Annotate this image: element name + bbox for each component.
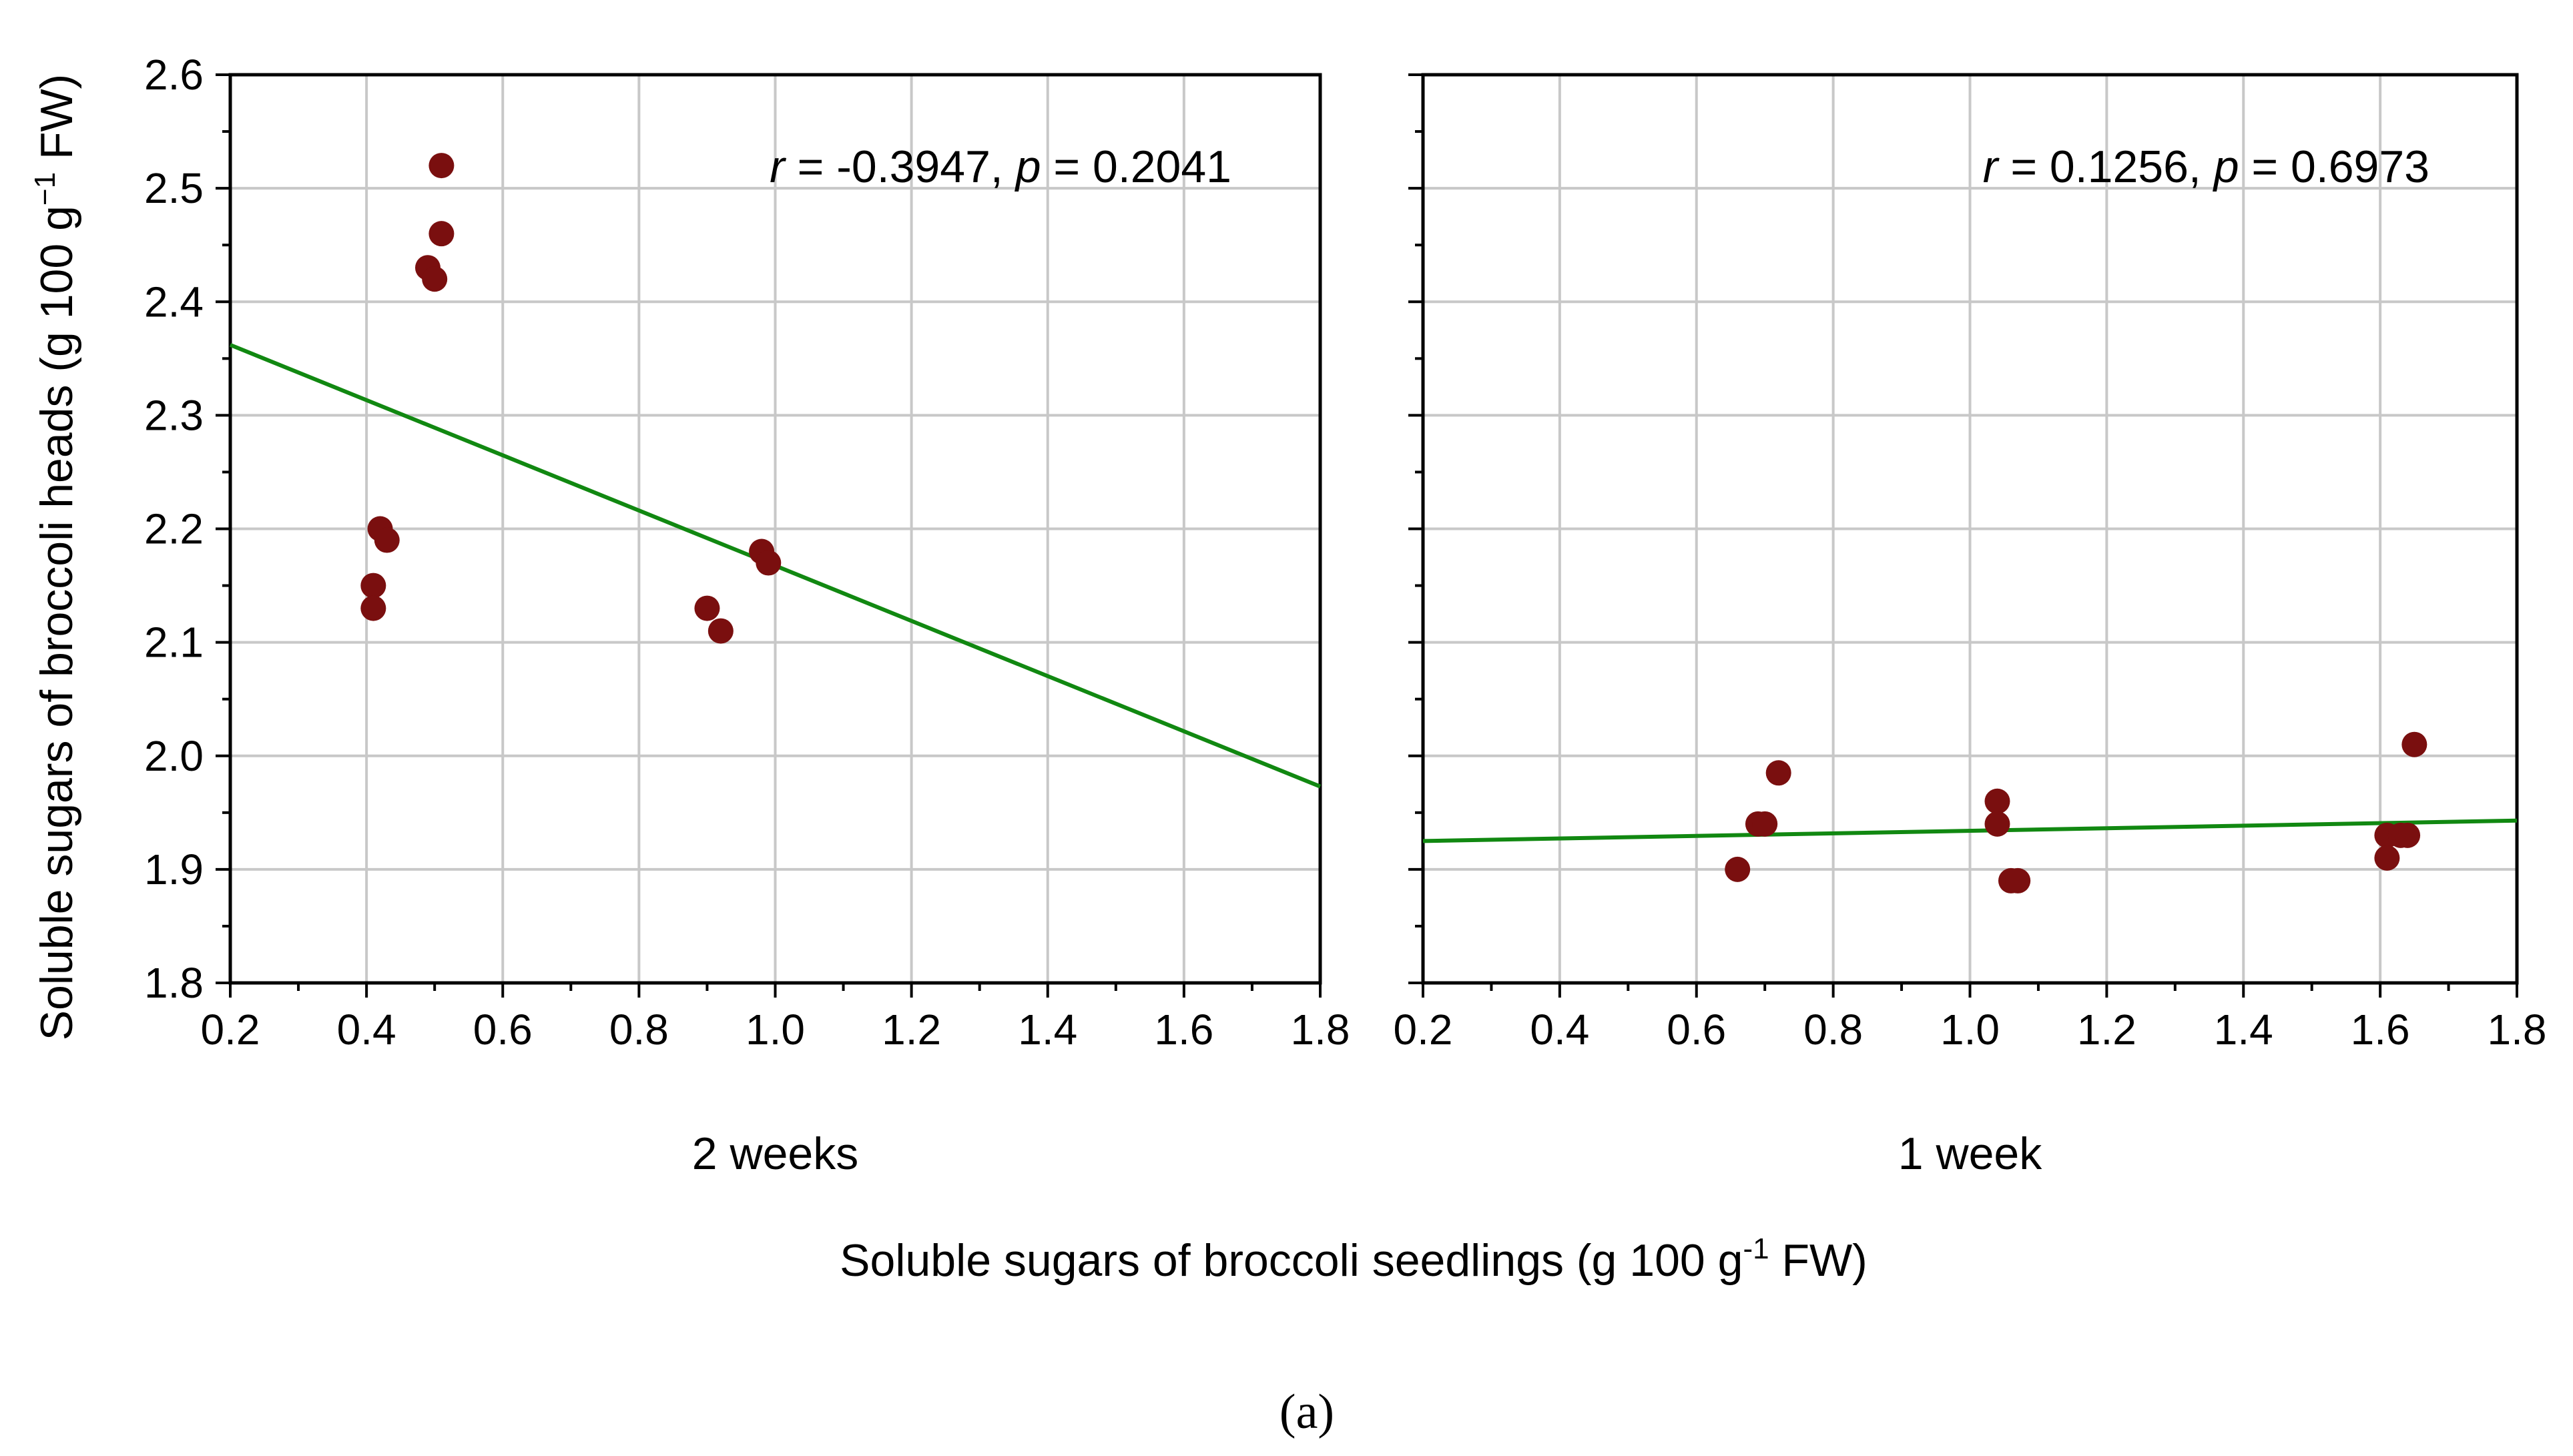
data-point <box>428 221 455 247</box>
data-point <box>2401 731 2427 757</box>
data-point <box>2374 845 2400 871</box>
y-tick-label: 1.9 <box>144 845 204 893</box>
panel-2-weeks: 0.2 0.4 0.6 0.8 1.0 1.2 1.4 1.6 1.8 1.8 1.9 2.0 2.1 2… <box>144 51 1350 1179</box>
y-tick-label: 2.1 <box>144 619 204 667</box>
panel-label: 1 week <box>1898 1128 2042 1179</box>
y-tick-label: 2.6 <box>144 51 204 99</box>
x-tick-label: 1.4 <box>1018 1006 1077 1054</box>
data-point <box>1984 788 2010 814</box>
x-tick-label: 1.2 <box>882 1006 941 1054</box>
data-point <box>360 595 386 621</box>
x-tick-label: 0.8 <box>609 1006 669 1054</box>
data-point <box>360 573 386 599</box>
x-tick-label: 0.4 <box>1530 1006 1589 1054</box>
correlation-annotation: r = 0.1256, p = 0.6973 <box>1983 141 2429 192</box>
data-point <box>707 618 734 644</box>
x-tick-label: 0.4 <box>337 1006 396 1054</box>
figure-label: (a) <box>1279 1385 1334 1439</box>
panel-1-week: 0.2 0.4 0.6 0.8 1.0 1.2 1.4 1.6 1.8 r = 0.1256, p… <box>1394 73 2547 1179</box>
y-tick-label: 2.2 <box>144 505 204 553</box>
data-point <box>1765 760 1791 786</box>
data-point <box>1752 811 1778 837</box>
data-point <box>374 527 400 553</box>
correlation-annotation: r = -0.3947, p = 0.2041 <box>770 141 1231 192</box>
data-point <box>1984 811 2010 837</box>
data-point <box>422 266 448 292</box>
x-tick-label: 1.0 <box>746 1006 805 1054</box>
regression-line <box>1422 818 2518 843</box>
data-point <box>2005 867 2031 893</box>
y-tick-label: 2.4 <box>144 278 204 326</box>
panel-label: 2 weeks <box>692 1128 858 1179</box>
x-tick-label: 1.6 <box>1154 1006 1213 1054</box>
x-tick-label: 1.6 <box>2351 1006 2410 1054</box>
y-axis-title: Soluble sugars of broccoli heads (g 100 … <box>29 74 82 1041</box>
y-tick-label: 2.0 <box>144 732 204 780</box>
y-tick-label: 2.3 <box>144 391 204 439</box>
x-tick-label: 1.4 <box>2214 1006 2273 1054</box>
y-tick-label: 1.8 <box>144 959 204 1007</box>
x-tick-label: 1.8 <box>2488 1006 2547 1054</box>
x-tick-label: 0.2 <box>201 1006 260 1054</box>
data-point <box>428 153 455 179</box>
x-tick-label: 0.2 <box>1394 1006 1453 1054</box>
x-tick-label: 0.8 <box>1803 1006 1863 1054</box>
x-axis-title: Soluble sugars of broccoli seedlings (g … <box>840 1232 1868 1286</box>
x-tick-label: 0.6 <box>1667 1006 1726 1054</box>
data-point <box>1725 856 1751 882</box>
x-tick-label: 1.2 <box>2077 1006 2136 1054</box>
x-tick-label: 1.8 <box>1291 1006 1350 1054</box>
data-point <box>2395 822 2421 848</box>
data-point <box>694 595 720 621</box>
y-tick-label: 2.5 <box>144 164 204 212</box>
x-tick-label: 1.0 <box>1940 1006 2000 1054</box>
data-point <box>756 550 782 576</box>
x-tick-label: 0.6 <box>473 1006 533 1054</box>
